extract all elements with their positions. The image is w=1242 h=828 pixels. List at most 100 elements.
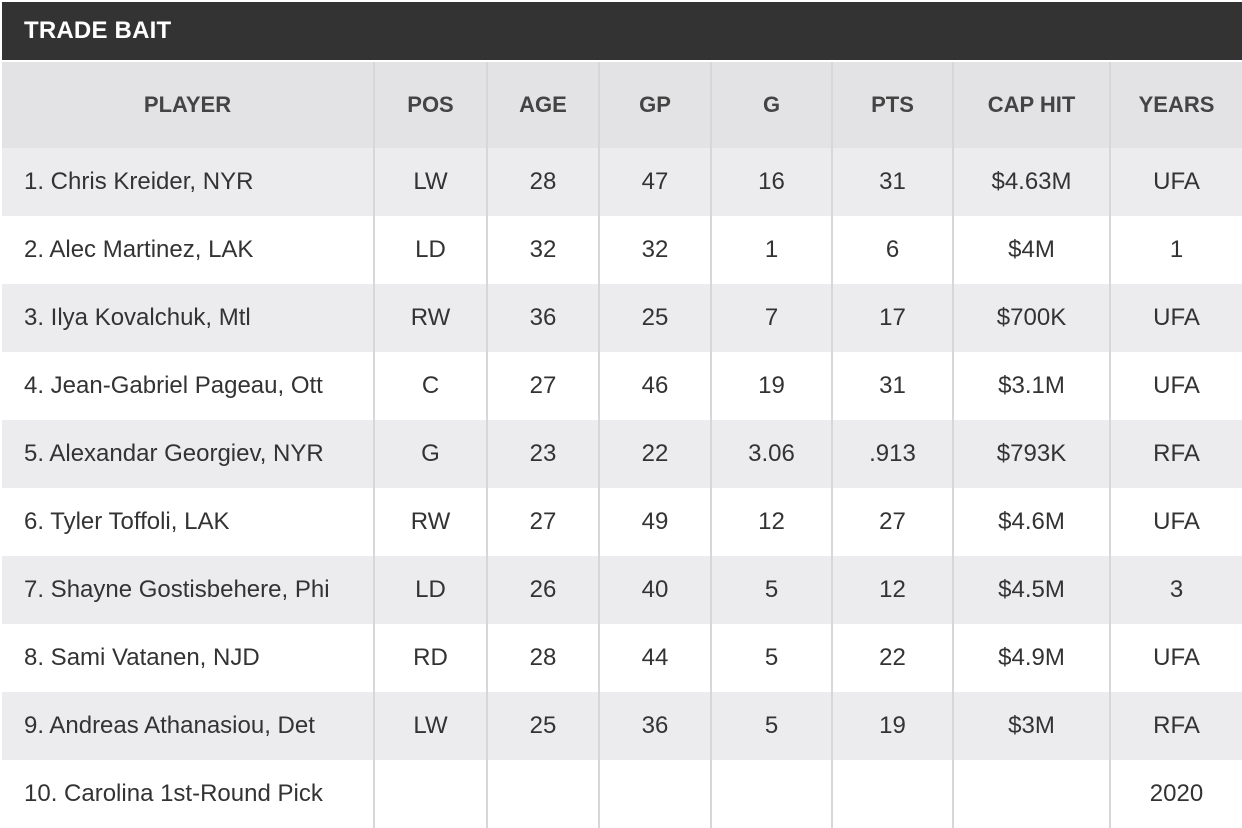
cell-pos: RD: [373, 624, 487, 692]
column-header-years: YEARS: [1109, 62, 1242, 148]
cell-g: 12: [710, 488, 832, 556]
cell-years: UFA: [1109, 624, 1242, 692]
cell-gp: 47: [598, 148, 711, 216]
table-row: 7. Shayne Gostisbehere, Phi LD 26 40 5 12 $4.5…: [2, 556, 1242, 624]
cell-pos: LW: [373, 148, 487, 216]
column-header-pos: POS: [373, 62, 487, 148]
cell-cap-hit: $4.63M: [952, 148, 1110, 216]
cell-pos: LW: [373, 692, 487, 760]
cell-age: [486, 760, 599, 828]
cell-cap-hit: $3M: [952, 692, 1110, 760]
cell-gp: 25: [598, 284, 711, 352]
cell-pts: [831, 760, 953, 828]
cell-cap-hit: $4.9M: [952, 624, 1110, 692]
cell-player: 6. Tyler Toffoli, LAK: [2, 488, 374, 556]
cell-age: 27: [486, 488, 599, 556]
cell-pts: 27: [831, 488, 953, 556]
cell-gp: 49: [598, 488, 711, 556]
cell-pos: [373, 760, 487, 828]
column-header-age: AGE: [486, 62, 599, 148]
cell-age: 25: [486, 692, 599, 760]
cell-age: 26: [486, 556, 599, 624]
cell-g: 5: [710, 624, 832, 692]
column-header-cap-hit: CAP HIT: [952, 62, 1110, 148]
cell-player: 2. Alec Martinez, LAK: [2, 216, 374, 284]
cell-pts: 19: [831, 692, 953, 760]
cell-age: 23: [486, 420, 599, 488]
cell-player: 10. Carolina 1st-Round Pick: [2, 760, 374, 828]
cell-cap-hit: $793K: [952, 420, 1110, 488]
cell-pos: RW: [373, 284, 487, 352]
cell-g: 3.06: [710, 420, 832, 488]
cell-g: [710, 760, 832, 828]
cell-gp: 22: [598, 420, 711, 488]
cell-cap-hit: $4.6M: [952, 488, 1110, 556]
cell-pts: 31: [831, 148, 953, 216]
cell-player: 9. Andreas Athanasiou, Det: [2, 692, 374, 760]
column-header-g: G: [710, 62, 832, 148]
cell-years: RFA: [1109, 692, 1242, 760]
cell-pos: C: [373, 352, 487, 420]
cell-pts: 6: [831, 216, 953, 284]
cell-gp: 40: [598, 556, 711, 624]
table-row: 4. Jean-Gabriel Pageau, Ott C 27 46 19 31 $3.1…: [2, 352, 1242, 420]
trade-bait-table: PLAYER POS AGE GP G PTS CAP HIT YEARS 1.…: [2, 62, 1242, 828]
table-title: TRADE BAIT: [2, 2, 1242, 60]
table-row: 3. Ilya Kovalchuk, Mtl RW 36 25 7 17 $700K UFA: [2, 284, 1242, 352]
cell-player: 3. Ilya Kovalchuk, Mtl: [2, 284, 374, 352]
cell-gp: 46: [598, 352, 711, 420]
cell-years: 3: [1109, 556, 1242, 624]
table-row: 9. Andreas Athanasiou, Det LW 25 36 5 19 $3M RF…: [2, 692, 1242, 760]
cell-cap-hit: $4M: [952, 216, 1110, 284]
cell-years: UFA: [1109, 488, 1242, 556]
cell-player: 1. Chris Kreider, NYR: [2, 148, 374, 216]
cell-g: 5: [710, 556, 832, 624]
cell-cap-hit: $4.5M: [952, 556, 1110, 624]
cell-gp: 44: [598, 624, 711, 692]
cell-g: 19: [710, 352, 832, 420]
cell-years: UFA: [1109, 352, 1242, 420]
table-row: 10. Carolina 1st-Round Pick 2020: [2, 760, 1242, 828]
cell-player: 8. Sami Vatanen, NJD: [2, 624, 374, 692]
column-header-player: PLAYER: [2, 62, 374, 148]
cell-age: 27: [486, 352, 599, 420]
cell-pos: LD: [373, 216, 487, 284]
column-header-gp: GP: [598, 62, 711, 148]
cell-pts: 31: [831, 352, 953, 420]
cell-g: 7: [710, 284, 832, 352]
cell-years: 1: [1109, 216, 1242, 284]
table-row: 1. Chris Kreider, NYR LW 28 47 16 31 $4.63M UFA: [2, 148, 1242, 216]
table-row: 8. Sami Vatanen, NJD RD 28 44 5 22 $4.9M UFA: [2, 624, 1242, 692]
cell-player: 5. Alexandar Georgiev, NYR: [2, 420, 374, 488]
cell-gp: [598, 760, 711, 828]
cell-pts: .913: [831, 420, 953, 488]
cell-gp: 36: [598, 692, 711, 760]
cell-cap-hit: $700K: [952, 284, 1110, 352]
cell-pos: G: [373, 420, 487, 488]
cell-cap-hit: $3.1M: [952, 352, 1110, 420]
header-row: PLAYER POS AGE GP G PTS CAP HIT YEARS: [2, 62, 1242, 148]
cell-pts: 17: [831, 284, 953, 352]
cell-years: UFA: [1109, 284, 1242, 352]
table-row: 2. Alec Martinez, LAK LD 32 32 1 6 $4M 1: [2, 216, 1242, 284]
cell-player: 7. Shayne Gostisbehere, Phi: [2, 556, 374, 624]
cell-player: 4. Jean-Gabriel Pageau, Ott: [2, 352, 374, 420]
cell-years: UFA: [1109, 148, 1242, 216]
table-row: 5. Alexandar Georgiev, NYR G 23 22 3.06.913 $…: [2, 420, 1242, 488]
cell-age: 32: [486, 216, 599, 284]
cell-pts: 12: [831, 556, 953, 624]
cell-years: 2020: [1109, 760, 1242, 828]
cell-g: 5: [710, 692, 832, 760]
cell-years: RFA: [1109, 420, 1242, 488]
cell-cap-hit: [952, 760, 1110, 828]
cell-g: 1: [710, 216, 832, 284]
cell-age: 28: [486, 624, 599, 692]
cell-pos: RW: [373, 488, 487, 556]
cell-age: 36: [486, 284, 599, 352]
cell-gp: 32: [598, 216, 711, 284]
cell-g: 16: [710, 148, 832, 216]
column-header-pts: PTS: [831, 62, 953, 148]
table-row: 6. Tyler Toffoli, LAK RW 27 49 12 27 $4.6M UFA: [2, 488, 1242, 556]
cell-pos: LD: [373, 556, 487, 624]
